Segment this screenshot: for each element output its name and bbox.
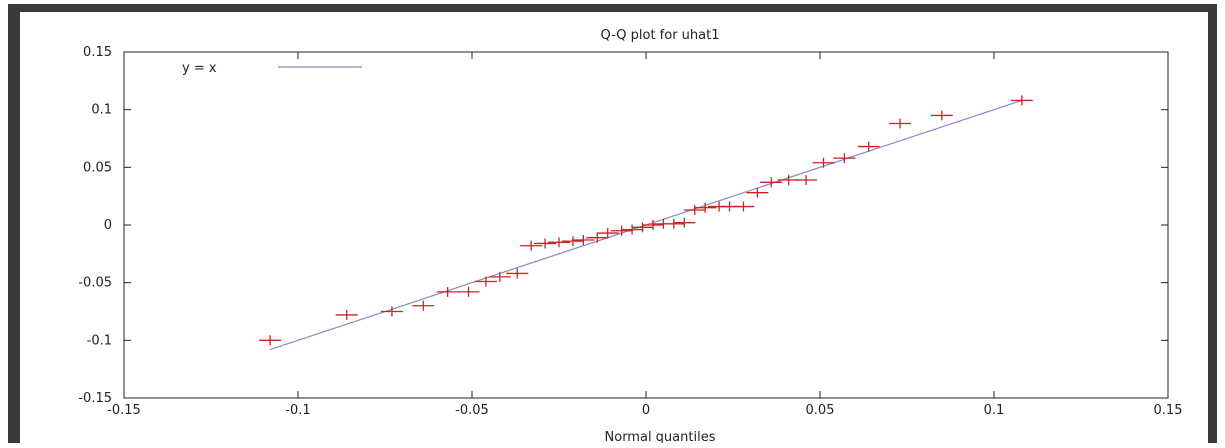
x-tick-label: 0.05 bbox=[806, 403, 835, 418]
data-points bbox=[259, 95, 1033, 346]
data-point bbox=[610, 225, 633, 236]
data-point bbox=[520, 240, 543, 251]
legend: y = x bbox=[182, 61, 362, 76]
data-point bbox=[795, 175, 818, 186]
data-point bbox=[380, 306, 403, 317]
data-point bbox=[596, 228, 619, 239]
data-point bbox=[812, 157, 835, 168]
y-tick-label: 0.15 bbox=[83, 45, 112, 60]
x-axis-label: Normal quantiles bbox=[605, 430, 716, 443]
data-point bbox=[732, 201, 755, 212]
data-point bbox=[474, 276, 497, 287]
data-point bbox=[259, 335, 282, 346]
data-point bbox=[930, 110, 953, 121]
data-point bbox=[833, 153, 856, 164]
data-point bbox=[662, 218, 685, 229]
y-tick-label: 0 bbox=[104, 218, 112, 233]
data-point bbox=[621, 224, 644, 235]
data-point bbox=[488, 271, 511, 282]
x-tick-label: 0.15 bbox=[1154, 403, 1183, 418]
legend-label: y = x bbox=[182, 61, 217, 76]
x-tick-label: -0.1 bbox=[285, 403, 310, 418]
data-point bbox=[857, 141, 880, 152]
data-point bbox=[683, 205, 706, 216]
y-tick-label: 0.1 bbox=[91, 103, 112, 118]
x-tick-label: -0.15 bbox=[107, 403, 141, 418]
data-point bbox=[436, 286, 459, 297]
data-point bbox=[694, 202, 717, 213]
chart-title: Q-Q plot for uhat1 bbox=[601, 28, 720, 43]
data-point bbox=[1010, 95, 1033, 106]
data-point bbox=[335, 309, 358, 320]
x-tick-label: 0.1 bbox=[984, 403, 1005, 418]
data-point bbox=[746, 187, 769, 198]
data-point bbox=[506, 268, 529, 279]
data-point bbox=[760, 177, 783, 188]
x-tick-label: -0.05 bbox=[455, 403, 489, 418]
data-point bbox=[631, 222, 654, 233]
axes: -0.15 -0.1 -0.05 0 0.05 0.1 0.15 -0.15 -0.1 -0.05… bbox=[78, 45, 1182, 418]
data-point bbox=[889, 118, 912, 129]
data-point bbox=[457, 286, 480, 297]
y-tick-label: -0.1 bbox=[87, 333, 112, 348]
data-point bbox=[412, 300, 435, 311]
data-point bbox=[548, 237, 570, 248]
data-point bbox=[673, 217, 696, 228]
data-point bbox=[641, 220, 664, 230]
data-point bbox=[572, 234, 595, 245]
canvas bbox=[20, 12, 1208, 443]
data-point bbox=[586, 232, 609, 243]
x-tick-label: 0 bbox=[642, 403, 650, 418]
data-point bbox=[561, 236, 584, 247]
y-tick-label: -0.15 bbox=[78, 391, 112, 406]
data-point bbox=[534, 238, 557, 249]
y-tick-label: 0.05 bbox=[83, 160, 112, 175]
y-tick-label: -0.05 bbox=[78, 276, 112, 291]
